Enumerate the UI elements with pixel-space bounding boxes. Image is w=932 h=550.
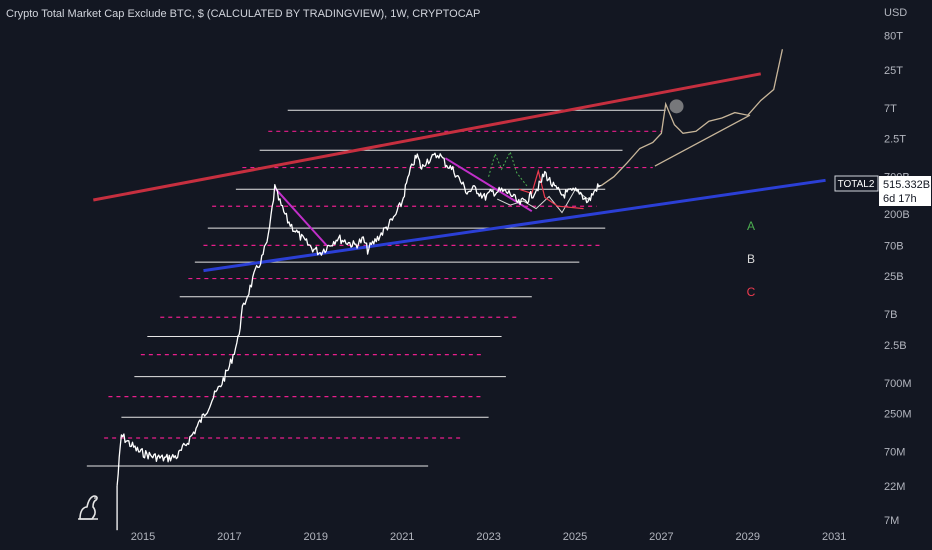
- correction-line: [444, 157, 533, 213]
- scenario-a-path: [488, 150, 528, 188]
- y-tick-label: 25B: [884, 271, 904, 283]
- y-tick-label: 7B: [884, 309, 897, 321]
- projection-path: [600, 49, 784, 187]
- x-tick-label: 2021: [390, 531, 414, 543]
- dino-logo-icon: [78, 495, 98, 520]
- legend-entry-a: A: [747, 219, 755, 233]
- x-tick-label: 2027: [649, 531, 673, 543]
- projection-paths: [488, 49, 784, 214]
- horizontal-levels: [86, 109, 666, 467]
- chart-title: Crypto Total Market Cap Exclude BTC, $ (…: [6, 8, 481, 20]
- y-tick-label: 22M: [884, 481, 905, 493]
- price-tag: TOTAL2 515.332B 6d 17h: [834, 175, 931, 206]
- y-axis: USD80T25T7T2.5T700B200B70B25B7B2.5B700M2…: [884, 7, 912, 527]
- target-marker: [669, 99, 684, 114]
- y-tick-label: 70B: [884, 240, 904, 252]
- x-tick-label: 2023: [476, 531, 500, 543]
- price-tag-countdown: 6d 17h: [883, 193, 917, 205]
- x-tick-label: 2019: [304, 531, 328, 543]
- y-tick-label: USD: [884, 7, 907, 19]
- y-tick-label: 7T: [884, 103, 897, 115]
- legend-entry-b: B: [747, 252, 755, 266]
- trendlines: [93, 72, 826, 273]
- scenario-legend: A B C: [747, 219, 756, 299]
- y-tick-label: 2.5B: [884, 340, 907, 352]
- x-axis: 2015 2017 2019 2021 2023 2025 2027 2029 2031: [131, 531, 847, 543]
- y-tick-label: 250M: [884, 408, 912, 420]
- price-tag-symbol: TOTAL2: [838, 179, 875, 190]
- y-tick-label: 2.5T: [884, 134, 906, 146]
- x-tick-label: 2029: [736, 531, 760, 543]
- upper-trendline: [93, 72, 762, 202]
- y-tick-label: 200B: [884, 209, 910, 221]
- y-tick-label: 80T: [884, 30, 903, 42]
- price-tag-value: 515.332B: [883, 179, 930, 191]
- price-tag-value-box: [879, 176, 931, 206]
- y-tick-label: 7M: [884, 515, 899, 527]
- price-series: [116, 152, 602, 531]
- correction-line: [274, 187, 328, 247]
- x-tick-label: 2031: [822, 531, 846, 543]
- price-tag-symbol-box: [834, 175, 879, 192]
- x-tick-label: 2015: [131, 531, 155, 543]
- x-tick-label: 2017: [217, 531, 241, 543]
- x-tick-label: 2025: [563, 531, 587, 543]
- projection-support-line: [654, 114, 751, 167]
- y-tick-label: 70M: [884, 446, 905, 458]
- legend-entry-c: C: [747, 285, 756, 299]
- scenario-c-path: [518, 168, 584, 210]
- scenario-b-path: [496, 189, 589, 214]
- price-line: [116, 152, 602, 486]
- lower-trendline: [203, 178, 826, 273]
- y-tick-label: 25T: [884, 65, 903, 77]
- y-tick-label: 700M: [884, 378, 912, 390]
- correction-lines: [274, 157, 533, 247]
